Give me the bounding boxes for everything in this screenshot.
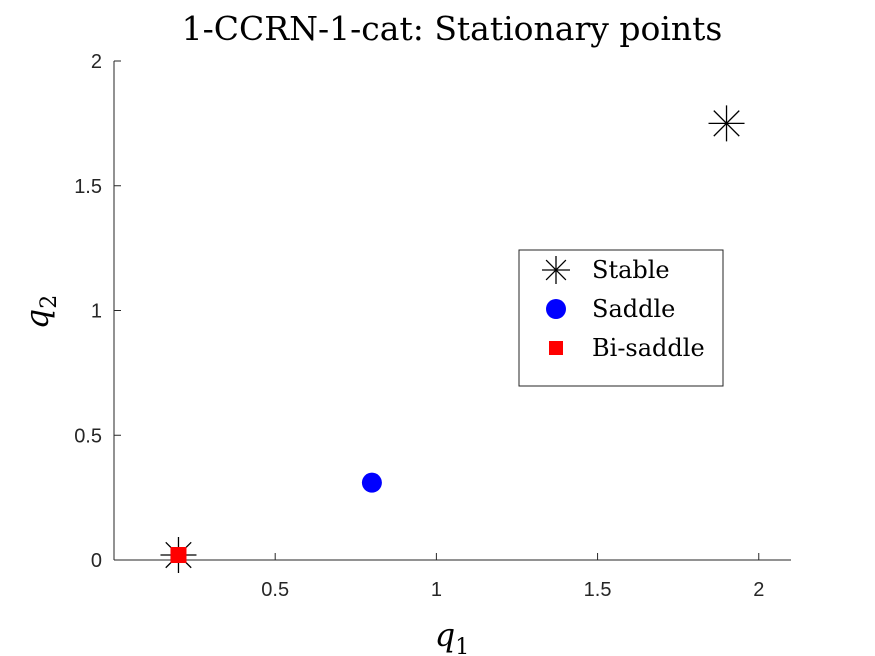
legend-label-bi-saddle: Bi-saddle [592,334,705,362]
axes: 0.5 1 1.5 2 0 0.5 1 1.5 2 [74,51,791,601]
y-tick-label: 1 [91,301,102,323]
legend: Stable Saddle Bi-saddle [518,249,724,387]
y-tick-label: 1.5 [74,176,102,198]
y-tick-label: 0.5 [74,425,102,447]
y-tick-label: 2 [91,51,102,73]
legend-marker-stable [542,256,570,284]
bi-saddle-point [170,547,187,564]
legend-marker-saddle [546,299,566,319]
x-tick-label: 0.5 [261,579,289,601]
y-axis-label-base: q [18,309,56,329]
x-tick-label: 1.5 [584,579,612,601]
saddle-point [361,472,382,493]
y-tick-label: 0 [91,550,102,572]
chart-title: 1-CCRN-1-cat: Stationary points [182,9,723,48]
legend-label-stable: Stable [592,256,670,284]
y-axis-label-sub: 2 [37,295,62,309]
legend-label-saddle: Saddle [592,295,675,323]
legend-marker-bi-saddle [549,341,563,355]
x-axis-label: q1 [435,616,469,656]
stable-point [708,105,745,142]
x-axis-label-sub: 1 [455,635,469,656]
x-axis-label-base: q [435,616,455,654]
y-axis-label: q2 [18,295,62,329]
x-tick-label: 2 [753,579,764,601]
x-tick-label: 1 [431,579,442,601]
data-marks [160,105,745,574]
